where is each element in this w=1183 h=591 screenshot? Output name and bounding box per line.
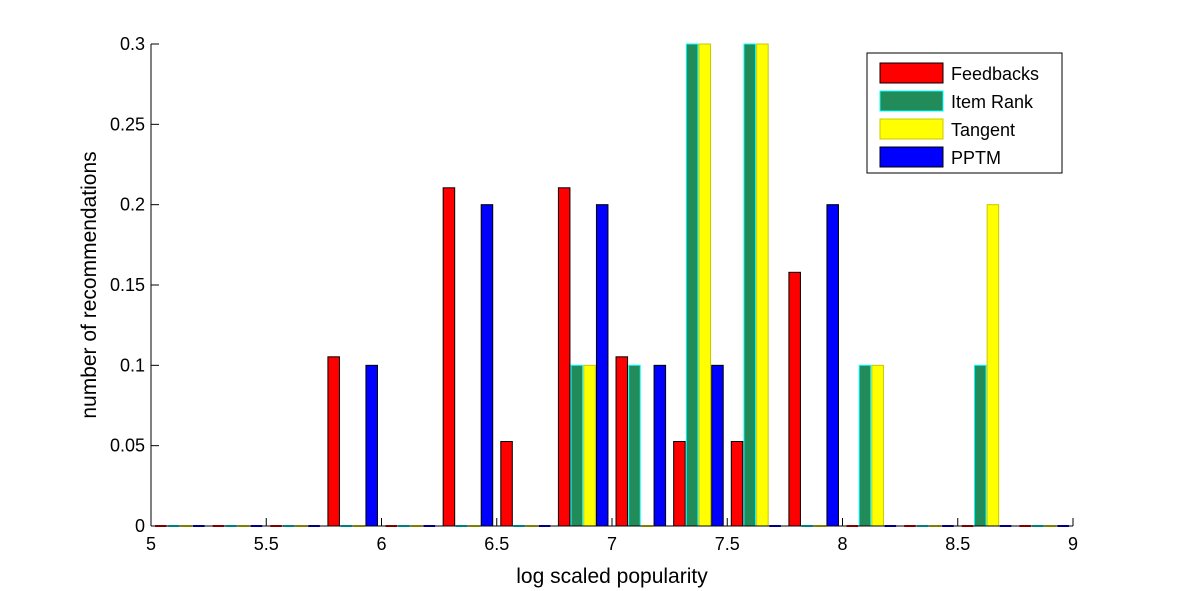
bar-feedbacks <box>327 356 340 527</box>
y-tick-label: 0.25 <box>110 114 145 134</box>
bar-feedbacks <box>673 440 686 527</box>
bar-tangent <box>583 364 596 527</box>
x-tick-label: 6.5 <box>484 534 509 554</box>
bar-item-rank <box>570 364 584 527</box>
y-tick-label: 0.2 <box>120 195 145 215</box>
bar-tangent <box>698 43 712 527</box>
y-axis-label: number of recommendations <box>78 151 101 418</box>
bar-feedbacks <box>557 187 571 527</box>
axes <box>150 43 1074 527</box>
x-axis-label: log scaled popularity <box>516 565 708 588</box>
x-tick-label: 8.5 <box>945 534 970 554</box>
legend-swatch-tangent <box>879 118 944 140</box>
legend-label-tangent: Tangent <box>951 120 1015 140</box>
legend-swatch-feedbacks <box>879 62 944 84</box>
bar-pptm <box>826 204 839 527</box>
legend-label-feedbacks: Feedbacks <box>951 64 1039 84</box>
x-tick-label: 5 <box>146 534 156 554</box>
bar-tangent <box>986 204 1000 527</box>
bar-pptm <box>653 364 667 527</box>
x-tick-label: 9 <box>1068 534 1078 554</box>
bar-item-rank <box>743 43 756 527</box>
x-tick-label: 5.5 <box>254 534 279 554</box>
bar-item-rank <box>973 364 987 527</box>
x-tick-label: 7.5 <box>715 534 740 554</box>
y-tick-label: 0.1 <box>120 355 145 375</box>
x-tick-label: 7 <box>607 534 617 554</box>
legend-label-item-rank: Item Rank <box>951 92 1034 112</box>
bar-item-rank <box>628 364 641 527</box>
bar-tangent <box>871 364 884 527</box>
bar-item-rank <box>858 364 872 527</box>
y-tick-label: 0.05 <box>110 436 145 456</box>
bar-item-rank <box>685 43 699 527</box>
x-tick-label: 6 <box>376 534 386 554</box>
legend-swatch-pptm <box>879 146 944 168</box>
legend-swatch-item-rank <box>879 90 944 112</box>
bar-feedbacks <box>788 271 801 527</box>
bar-feedbacks <box>500 440 513 527</box>
legend-label-pptm: PPTM <box>951 148 1001 168</box>
bar-feedbacks <box>615 356 629 527</box>
bar-pptm <box>595 204 609 527</box>
bar-feedbacks <box>730 440 744 527</box>
tick-labels: 5 5.5 6 6.5 7 7.5 8 8.5 9 0 0.05 0.1 0.15 0.2 0.25 0.3 <box>110 34 1078 554</box>
bar-feedbacks <box>442 187 456 527</box>
y-tick-label: 0 <box>135 516 145 536</box>
bar-tangent <box>756 43 769 527</box>
y-tick-label: 0.3 <box>120 34 145 54</box>
bar-pptm <box>480 204 494 527</box>
bar-pptm <box>711 364 724 527</box>
legend: Feedbacks Item Rank Tangent PPTM <box>866 52 1063 174</box>
y-tick-label: 0.15 <box>110 275 145 295</box>
bar-pptm <box>365 364 378 527</box>
x-tick-label: 8 <box>837 534 847 554</box>
